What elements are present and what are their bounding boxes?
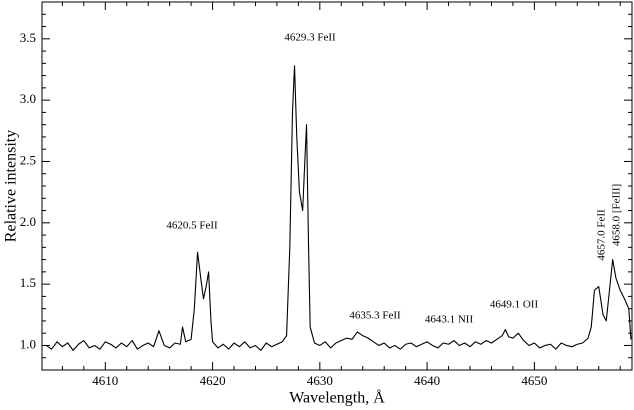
line-annotation: 4658.0 [FeIII] <box>611 184 623 246</box>
spectrum-line <box>45 65 632 351</box>
line-annotation: 4620.5 FeII <box>166 220 218 232</box>
y-tick-label: 3.0 <box>20 91 36 106</box>
x-tick-label: 4650 <box>521 373 547 388</box>
x-tick-label: 4620 <box>200 373 226 388</box>
y-tick-label: 2.0 <box>20 214 36 229</box>
x-tick-label: 4630 <box>307 373 333 388</box>
y-tick-label: 1.0 <box>20 336 36 351</box>
line-annotation: 4629.3 FeII <box>284 32 336 44</box>
x-axis-label: Wavelength, Å <box>289 389 385 407</box>
x-tick-label: 4610 <box>92 373 118 388</box>
line-annotation: 4643.1 NII <box>425 314 474 326</box>
plot-frame <box>41 1 633 371</box>
x-tick-label: 4640 <box>414 373 440 388</box>
y-axis-label: Relative intensity <box>3 130 20 242</box>
y-tick-label: 1.5 <box>20 275 36 290</box>
line-annotation: 4635.3 FeII <box>349 310 401 322</box>
y-tick-label: 3.5 <box>20 30 36 45</box>
y-tick-label: 2.5 <box>20 152 36 167</box>
line-annotation: 4649.1 OII <box>490 299 539 311</box>
line-annotation: 4657.0 FeII <box>596 209 608 261</box>
